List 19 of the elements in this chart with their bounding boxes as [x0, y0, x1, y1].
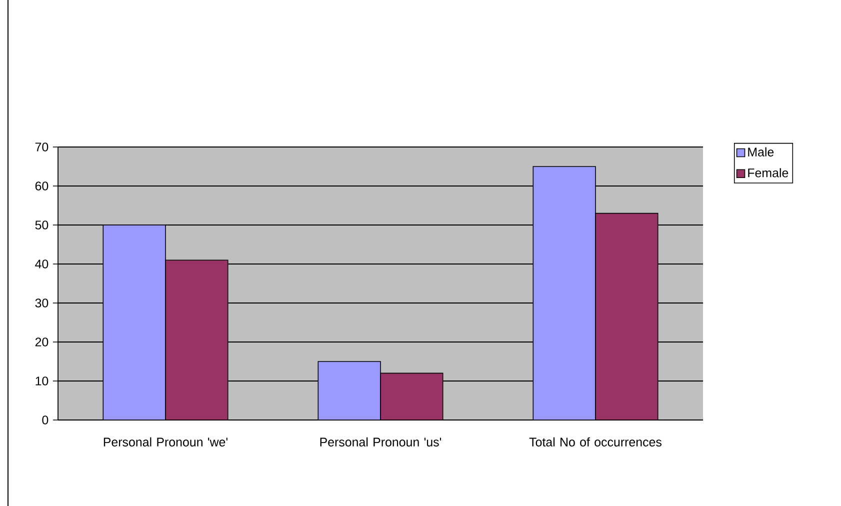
y-tick-label: 40	[35, 260, 48, 268]
x-tick-label: Personal Pronoun 'we'	[104, 437, 228, 446]
y-tick-label: 70	[35, 142, 48, 152]
bar	[595, 212, 658, 420]
y-tick-label: 20	[35, 338, 48, 346]
bar	[532, 166, 596, 420]
bar	[102, 224, 166, 420]
y-tick-label: 0	[42, 416, 48, 424]
x-tick-label: Personal Pronoun 'us'	[320, 437, 442, 446]
bar	[380, 372, 444, 420]
y-tick-label: 60	[35, 182, 48, 190]
legend-label: Female	[748, 168, 788, 178]
y-tick-label: 50	[35, 220, 48, 230]
bar	[165, 260, 228, 420]
bar	[318, 361, 381, 420]
y-tick-label: 30	[35, 298, 48, 308]
y-tick-label: 10	[36, 376, 48, 386]
legend-label: Male	[748, 147, 774, 156]
x-tick-label: Total No of occurrences	[529, 437, 662, 446]
